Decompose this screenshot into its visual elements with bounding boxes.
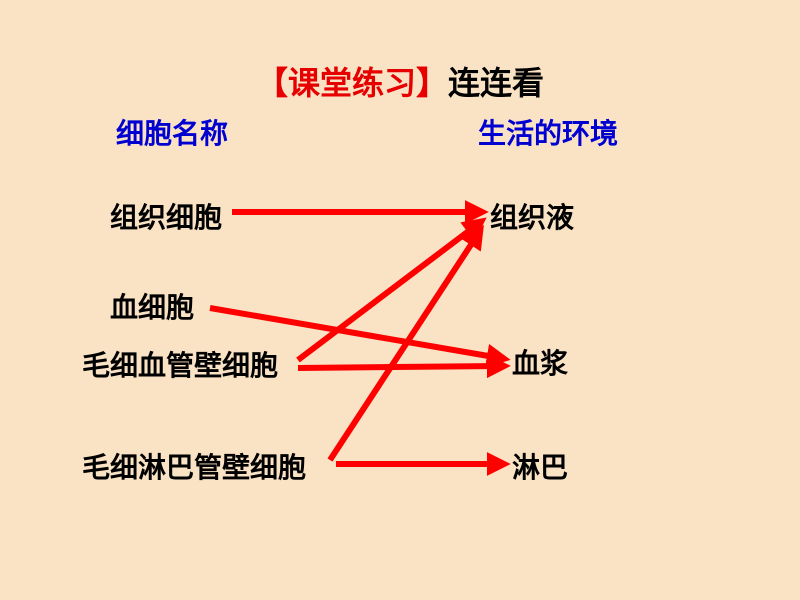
header-left: 细胞名称: [116, 112, 228, 152]
title-bracket-text: 课堂练习: [288, 65, 416, 101]
arrow-line: [298, 224, 478, 360]
right-item-1: 血浆: [512, 342, 568, 382]
right-item-2: 淋巴: [512, 446, 568, 486]
right-item-0: 组织液: [490, 196, 574, 236]
title-bracket-open: 【: [256, 65, 288, 101]
title-row: 【课堂练习】连连看: [0, 58, 800, 104]
left-item-0: 组织细胞: [110, 196, 222, 236]
title-bracket-close: 】: [416, 65, 448, 101]
left-item-3: 毛细淋巴管壁细胞: [82, 446, 306, 486]
header-right: 生活的环境: [478, 112, 618, 152]
left-item-1: 血细胞: [110, 286, 194, 326]
title-suffix: 连连看: [448, 65, 544, 101]
left-item-2: 毛细血管壁细胞: [82, 344, 278, 384]
arrow-line: [330, 234, 478, 460]
arrow-line: [298, 366, 500, 368]
